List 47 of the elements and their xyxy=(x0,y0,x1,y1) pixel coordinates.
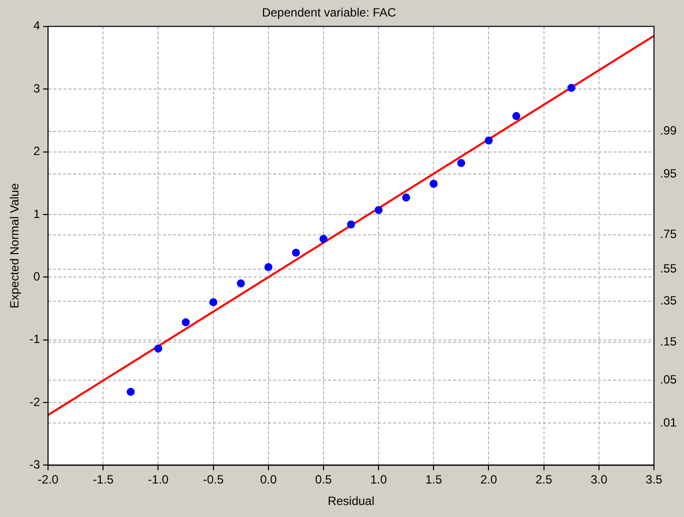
x-tick-label: 1.5 xyxy=(425,472,442,487)
x-tick-label: -2.0 xyxy=(38,472,59,487)
point xyxy=(484,136,493,144)
point xyxy=(319,234,328,243)
point xyxy=(154,344,162,353)
y-tick-label: -3 xyxy=(29,458,40,472)
point xyxy=(374,206,383,214)
point xyxy=(567,84,576,92)
text: .95 xyxy=(660,166,678,180)
x-tick-label: 0.5 xyxy=(315,472,332,487)
text: .05 xyxy=(660,372,678,387)
point xyxy=(209,298,218,306)
point xyxy=(347,220,356,228)
point xyxy=(402,194,410,202)
text: .75 xyxy=(660,227,678,242)
x-tick-label: -0.5 xyxy=(202,472,224,487)
point xyxy=(512,112,520,120)
text: .15 xyxy=(660,334,678,348)
text: .99 xyxy=(660,124,678,138)
x-tick-label: 3.0 xyxy=(590,472,608,487)
text: .55 xyxy=(660,262,678,276)
x-tick-label: -1.0 xyxy=(148,472,169,487)
y-tick-label: 0 xyxy=(33,269,40,284)
x-tick-label: 1.0 xyxy=(370,472,388,487)
point xyxy=(126,388,135,396)
y-axis-title: Expected Normal Value xyxy=(8,182,22,308)
y-tick-label: 2 xyxy=(33,144,40,158)
x-tick-label: 3.5 xyxy=(646,472,663,487)
x-tick-label: 2.0 xyxy=(480,472,498,487)
x-tick-label: -1.5 xyxy=(92,472,114,487)
y-tick-label: -2 xyxy=(29,394,40,409)
y-tick-label: 3 xyxy=(33,81,40,96)
point xyxy=(264,263,272,272)
point xyxy=(236,279,245,288)
point xyxy=(457,159,466,168)
chart-title: Dependent variable: FAC xyxy=(262,6,396,20)
x-axis-title: Residual xyxy=(328,494,374,508)
point xyxy=(430,180,438,188)
point xyxy=(182,318,190,326)
point xyxy=(292,248,300,257)
text: .01 xyxy=(660,415,678,430)
x-tick-label: 2.5 xyxy=(535,472,552,487)
text: .35 xyxy=(660,294,678,308)
x-tick-label: 0.0 xyxy=(260,472,278,487)
y-tick-label: 1 xyxy=(33,206,40,221)
y-tick-label: -1 xyxy=(29,332,40,346)
y-tick-label: 4 xyxy=(33,18,40,33)
